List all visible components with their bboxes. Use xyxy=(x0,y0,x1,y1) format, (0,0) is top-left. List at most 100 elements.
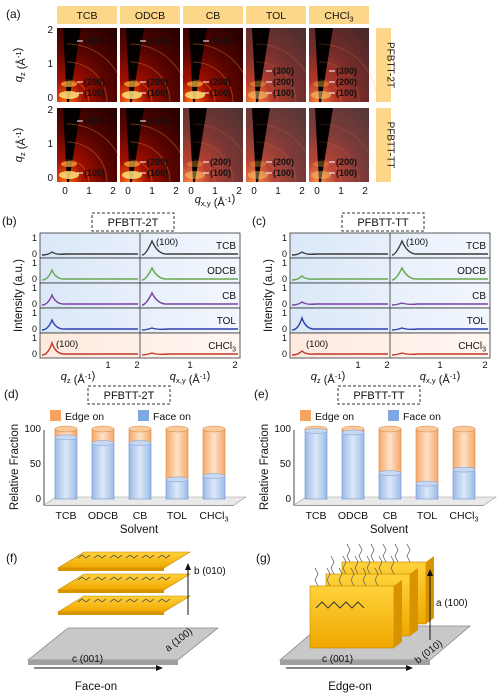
giwaxs-image: (010) (200)(100) xyxy=(120,28,189,103)
side-chain xyxy=(109,554,123,559)
x-tick-label: 1 xyxy=(105,360,110,371)
peak-label: (100) xyxy=(84,88,105,98)
peak-label: (010) xyxy=(147,36,168,46)
scattering-ring xyxy=(66,61,108,103)
profile-solvent-label: TOL xyxy=(467,316,487,327)
giwaxs-image: (010) (200)(100) xyxy=(120,108,189,183)
y-tick-label: 0 xyxy=(282,349,287,359)
panel-label-g: (g) xyxy=(256,551,271,565)
legend-label-edge: Edge on xyxy=(315,411,354,423)
peak-spot xyxy=(311,91,331,99)
bar-interface xyxy=(341,429,365,436)
y-tick-label: 1 xyxy=(32,308,37,318)
y-tick-label: 1 xyxy=(32,258,37,268)
legend-label-face: Face on xyxy=(153,411,191,423)
x-tick-label: 0 xyxy=(125,186,131,197)
bar-cap xyxy=(452,425,476,433)
side-chain xyxy=(109,598,123,603)
x-tick-label: ODCB xyxy=(338,510,368,522)
face-on-plate xyxy=(56,595,192,613)
backbone xyxy=(315,601,365,609)
peak-label: (010) xyxy=(84,116,105,126)
peak-label-100: (100) xyxy=(406,237,428,248)
y-tick-label: 0 xyxy=(32,249,37,259)
giwaxs-image: (200)(100) xyxy=(309,108,378,183)
x-axis-label: Solvent xyxy=(120,524,159,536)
x-axis-label: qx,y (Å-1) xyxy=(420,370,461,386)
profile-solvent-label: CHCl3 xyxy=(208,341,236,354)
polymer-side-tab xyxy=(376,108,391,182)
peak-spot xyxy=(187,81,203,87)
x-tick-label: CHCl3 xyxy=(449,510,478,524)
peak-label: (100) xyxy=(273,88,294,98)
side-chain xyxy=(370,543,375,563)
peak-label: (200) xyxy=(273,77,294,87)
x-tick-label: 1 xyxy=(149,186,155,197)
plate-side xyxy=(410,568,418,636)
x-tick-label: 2 xyxy=(110,186,116,197)
peak-label: (300) xyxy=(273,66,294,76)
polymer-title-box xyxy=(87,385,171,405)
peak-spot xyxy=(250,161,266,167)
solvent-header-label: TOL xyxy=(266,10,286,22)
x-tick-label: 1 xyxy=(86,186,92,197)
bar-edge-on xyxy=(415,428,439,484)
x-tick-label: 2 xyxy=(384,360,389,371)
polymer-side-tab xyxy=(376,28,391,102)
x-tick-label: 2 xyxy=(236,186,242,197)
peak-label: (200) xyxy=(147,157,168,167)
x-tick-label: CHCl3 xyxy=(199,510,228,524)
plate-edge xyxy=(58,590,164,593)
x-tick-label: 2 xyxy=(134,360,139,371)
profile-solvent-label: CB xyxy=(472,291,486,302)
bar-face-on xyxy=(91,442,115,500)
scattering-ring xyxy=(255,79,279,103)
bar-edge-on xyxy=(165,428,189,480)
profile-solvent-label: TCB xyxy=(466,241,486,252)
panel-label-f: (f) xyxy=(6,551,17,565)
x-tick-label: 0 xyxy=(251,186,257,197)
arrow-head xyxy=(156,665,163,671)
side-chain xyxy=(342,555,347,575)
scattering-ring xyxy=(192,141,234,183)
y-tick-label: 0 xyxy=(282,299,287,309)
plate-side xyxy=(394,580,402,648)
x-tick-label: 1 xyxy=(437,360,442,371)
peak-label: (100) xyxy=(336,168,357,178)
missing-wedge xyxy=(252,108,270,182)
side-chain xyxy=(382,543,387,563)
legend-label-edge: Edge on xyxy=(65,411,104,423)
peak-label-100: (100) xyxy=(306,339,328,350)
y-tick-label: 0 xyxy=(285,494,291,505)
polymer-title-box xyxy=(341,212,425,232)
qz-profile-line xyxy=(291,301,388,306)
solvent-header-tab xyxy=(183,6,243,24)
bar-face-on xyxy=(304,430,328,500)
side-chain xyxy=(330,555,335,575)
y-tick-label: 1 xyxy=(47,59,53,70)
qz-profile-line xyxy=(41,251,138,256)
polymer-side-label: PFBTT-2T xyxy=(385,42,396,88)
giwaxs-image: (300)(200)(100) xyxy=(309,28,378,103)
scattering-ring xyxy=(255,159,279,183)
scattering-ring xyxy=(318,61,360,103)
peak-label: (100) xyxy=(147,88,168,98)
profile-solvent-label: ODCB xyxy=(207,266,236,277)
peak-spot xyxy=(248,91,268,99)
qz-profile-line xyxy=(291,251,388,256)
peak-spot xyxy=(122,171,142,179)
side-chain xyxy=(326,567,331,587)
y-axis-label: qz (Å-1) xyxy=(12,128,28,163)
qxy-profile-line xyxy=(391,352,488,356)
face-on-plate xyxy=(56,551,192,569)
qxy-profile-line xyxy=(141,352,238,356)
giwaxs-image: (010) (200)(100) xyxy=(183,28,252,103)
peak-spot xyxy=(248,171,268,179)
y-tick-label: 1 xyxy=(282,233,287,243)
y-tick-label: 1 xyxy=(282,333,287,343)
peak-spot xyxy=(313,161,329,167)
y-axis-label: Intensity (a.u.) xyxy=(263,259,275,332)
qz-profile-line xyxy=(41,293,138,306)
scattering-ring xyxy=(318,141,360,183)
arrow-head xyxy=(427,569,433,576)
